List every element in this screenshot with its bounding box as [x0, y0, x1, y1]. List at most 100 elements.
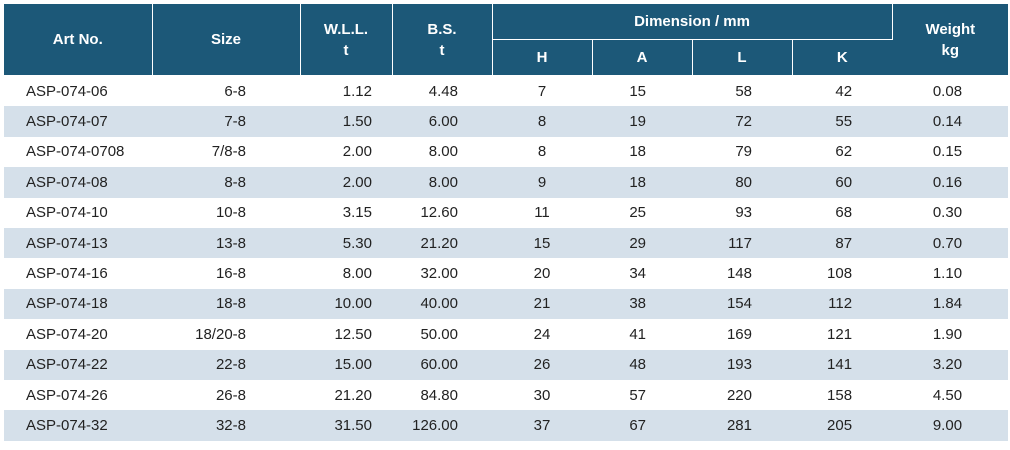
header-wll-unit: t [343, 41, 349, 59]
cell-k: 42 [792, 75, 893, 107]
cell-art-no: ASP-074-20 [4, 319, 152, 350]
header-size: Size [152, 4, 301, 76]
cell-h: 30 [492, 379, 592, 411]
cell-wll: 5.30 [300, 227, 392, 259]
cell-bs: 4.48 [392, 75, 492, 107]
header-a: A [592, 39, 693, 76]
cell-weight: 1.10 [892, 258, 1009, 289]
cell-bs: 6.00 [392, 106, 492, 137]
table-row: ASP-074-08 8-8 2.00 8.00 9 18 80 60 0.16 [4, 167, 1009, 198]
table-header: Art No. Size W.L.L. t B.S. t Dimension /… [4, 4, 1009, 76]
cell-a: 25 [592, 197, 692, 228]
cell-a: 18 [592, 167, 692, 198]
cell-art-no: ASP-074-32 [4, 410, 152, 441]
table-row: ASP-074-16 16-8 8.00 32.00 20 34 148 108 1.10 [4, 258, 1009, 289]
cell-h: 26 [492, 349, 592, 380]
cell-k: 141 [792, 349, 893, 380]
cell-l: 193 [692, 349, 792, 380]
cell-k: 68 [792, 197, 893, 228]
header-art-no: Art No. [4, 4, 153, 76]
cell-weight: 9.00 [892, 410, 1009, 441]
header-weight-label: Weight [925, 20, 976, 38]
cell-art-no: ASP-074-0708 [4, 136, 152, 168]
cell-h: 8 [492, 106, 592, 137]
cell-bs: 60.00 [392, 349, 492, 380]
cell-weight: 4.50 [892, 379, 1009, 411]
cell-size: 10-8 [152, 197, 300, 228]
cell-bs: 12.60 [392, 197, 492, 228]
cell-size: 32-8 [152, 410, 300, 441]
cell-size: 6-8 [152, 75, 300, 107]
cell-a: 18 [592, 136, 692, 168]
cell-bs: 21.20 [392, 227, 492, 259]
cell-a: 57 [592, 379, 692, 411]
cell-art-no: ASP-074-08 [4, 167, 152, 198]
table-row: ASP-074-22 22-8 15.00 60.00 26 48 193 141 3.20 [4, 349, 1009, 380]
header-k: K [792, 39, 893, 76]
cell-a: 48 [592, 349, 692, 380]
table-body: ASP-074-06 6-8 1.12 4.48 7 15 58 42 0.08 ASP-074-… [4, 75, 1009, 441]
header-l: L [692, 39, 793, 76]
cell-l: 80 [692, 167, 792, 198]
table-row: ASP-074-32 32-8 31.50 126.00 37 67 281 205 9.00 [4, 410, 1009, 441]
cell-art-no: ASP-074-18 [4, 288, 152, 320]
cell-wll: 1.50 [300, 106, 392, 137]
table-row: ASP-074-26 26-8 21.20 84.80 30 57 220 158 4.50 [4, 379, 1009, 411]
cell-l: 148 [692, 258, 792, 289]
cell-art-no: ASP-074-16 [4, 258, 152, 289]
cell-a: 67 [592, 410, 692, 441]
table-row: ASP-074-20 18/20-8 12.50 50.00 24 41 169 121 1.9… [4, 319, 1009, 350]
cell-a: 38 [592, 288, 692, 320]
header-h: H [492, 39, 593, 76]
cell-wll: 2.00 [300, 136, 392, 168]
cell-bs: 50.00 [392, 319, 492, 350]
cell-wll: 21.20 [300, 379, 392, 411]
cell-art-no: ASP-074-10 [4, 197, 152, 228]
cell-l: 154 [692, 288, 792, 320]
cell-k: 55 [792, 106, 893, 137]
cell-wll: 3.15 [300, 197, 392, 228]
cell-weight: 1.84 [892, 288, 1009, 320]
table-row: ASP-074-13 13-8 5.30 21.20 15 29 117 87 0.70 [4, 227, 1009, 259]
cell-h: 24 [492, 319, 592, 350]
cell-size: 18/20-8 [152, 319, 300, 350]
cell-wll: 2.00 [300, 167, 392, 198]
cell-size: 26-8 [152, 379, 300, 411]
cell-h: 21 [492, 288, 592, 320]
cell-l: 58 [692, 75, 792, 107]
cell-size: 7/8-8 [152, 136, 300, 168]
cell-l: 93 [692, 197, 792, 228]
cell-bs: 8.00 [392, 136, 492, 168]
header-wll-label: W.L.L. [323, 20, 369, 38]
table-row: ASP-074-07 7-8 1.50 6.00 8 19 72 55 0.14 [4, 106, 1009, 137]
cell-wll: 1.12 [300, 75, 392, 107]
table-row: ASP-074-0708 7/8-8 2.00 8.00 8 18 79 62 0.15 [4, 136, 1009, 168]
cell-bs: 126.00 [392, 410, 492, 441]
header-weight: Weight kg [892, 4, 1009, 76]
header-bs-unit: t [439, 41, 445, 59]
spec-table: Art No. Size W.L.L. t B.S. t Dimension /… [4, 4, 1009, 441]
cell-bs: 8.00 [392, 167, 492, 198]
cell-weight: 0.14 [892, 106, 1009, 137]
cell-art-no: ASP-074-06 [4, 75, 152, 107]
cell-bs: 32.00 [392, 258, 492, 289]
cell-bs: 84.80 [392, 379, 492, 411]
cell-a: 34 [592, 258, 692, 289]
cell-wll: 8.00 [300, 258, 392, 289]
cell-weight: 1.90 [892, 319, 1009, 350]
cell-weight: 0.15 [892, 136, 1009, 168]
cell-art-no: ASP-074-26 [4, 379, 152, 411]
cell-weight: 3.20 [892, 349, 1009, 380]
cell-h: 7 [492, 75, 592, 107]
header-wll: W.L.L. t [300, 4, 393, 76]
cell-h: 15 [492, 227, 592, 259]
header-bs-label: B.S. [427, 20, 457, 38]
cell-k: 60 [792, 167, 893, 198]
cell-wll: 31.50 [300, 410, 392, 441]
cell-weight: 0.30 [892, 197, 1009, 228]
table-row: ASP-074-18 18-8 10.00 40.00 21 38 154 112 1.84 [4, 288, 1009, 320]
cell-a: 15 [592, 75, 692, 107]
cell-weight: 0.70 [892, 227, 1009, 259]
cell-wll: 12.50 [300, 319, 392, 350]
